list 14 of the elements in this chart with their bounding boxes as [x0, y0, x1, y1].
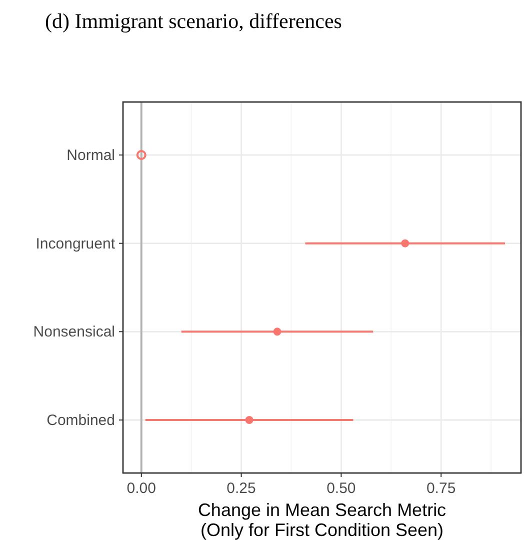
- y-tick-label: Combined: [46, 412, 115, 429]
- y-tick-label: Incongruent: [36, 235, 116, 252]
- x-tick-label: 0.75: [426, 480, 456, 497]
- x-tick-label: 0.00: [126, 480, 156, 497]
- y-tick-label: Normal: [66, 147, 115, 164]
- y-tick-label: Nonsensical: [33, 324, 115, 341]
- point: [136, 150, 146, 160]
- x-tick-label: 0.25: [226, 480, 256, 497]
- x-axis-title: Change in Mean Search Metric (Only for First Condition Seen): [198, 500, 446, 540]
- chart-title: (d) Immigrant scenario, differences: [45, 9, 342, 33]
- point: [401, 239, 410, 248]
- point: [273, 328, 282, 336]
- x-tick-label: 0.50: [326, 480, 356, 497]
- point: [245, 416, 254, 424]
